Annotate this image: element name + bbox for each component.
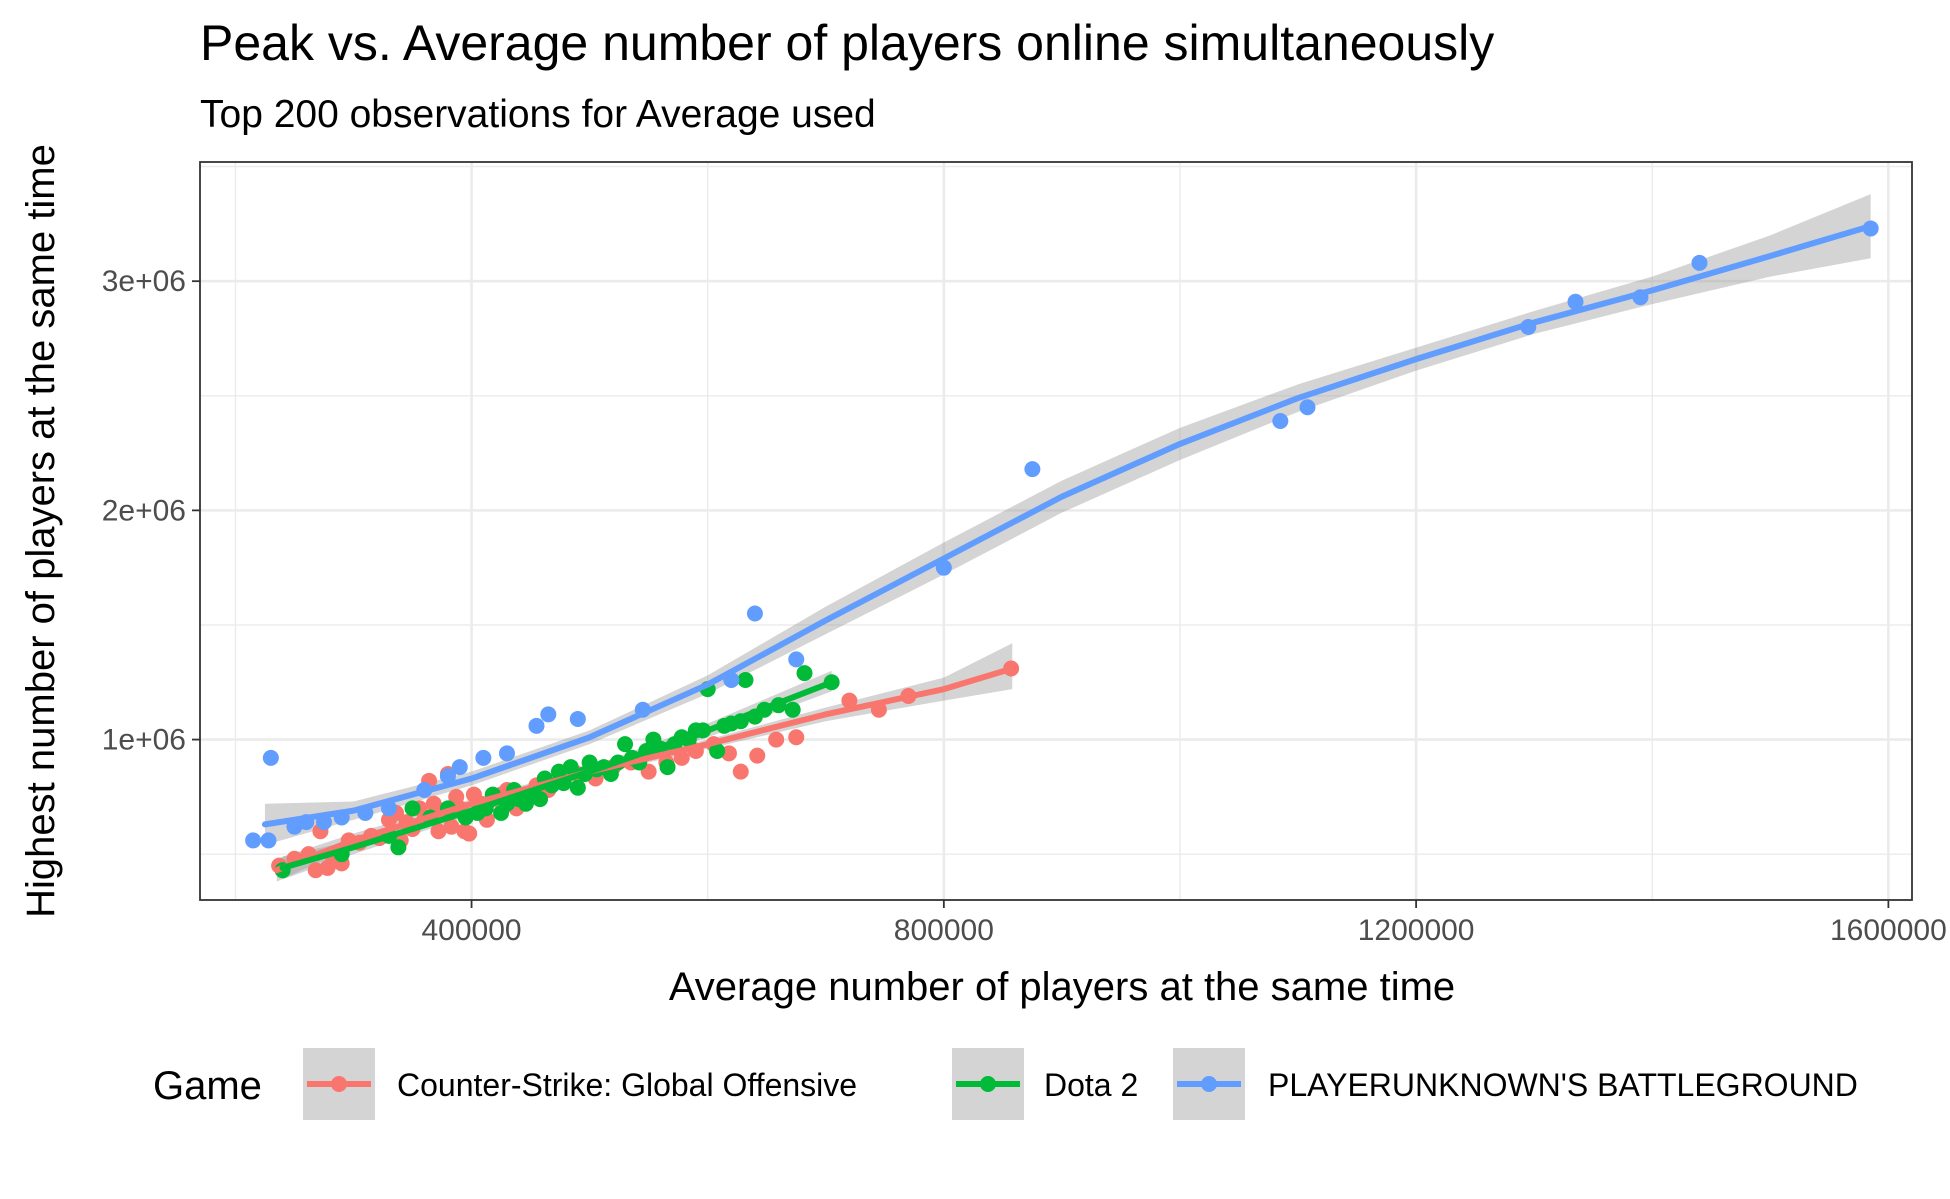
y-axis-title: Highest number of players at the same ti… xyxy=(19,144,63,918)
data-point-series-0 xyxy=(443,818,460,835)
data-point-series-2 xyxy=(498,745,515,762)
data-point-series-2 xyxy=(475,749,492,766)
data-point-series-2 xyxy=(451,759,468,776)
data-point-series-2 xyxy=(245,832,262,849)
data-point-series-2 xyxy=(439,768,456,785)
y-tick-label: 2e+06 xyxy=(102,494,186,527)
chart-title: Peak vs. Average number of players onlin… xyxy=(200,15,1494,71)
legend: Game Counter-Strike: Global Offensive Dot… xyxy=(153,1048,1858,1120)
fit-line-2 xyxy=(261,223,1874,828)
y-tick-label: 1e+06 xyxy=(102,724,186,757)
data-point-series-1 xyxy=(737,671,754,688)
x-axis-title: Average number of players at the same ti… xyxy=(669,965,1455,1009)
data-point-series-0 xyxy=(768,731,785,748)
plot-background xyxy=(200,162,1912,900)
plot-border xyxy=(199,161,1913,901)
x-tick-label: 1200000 xyxy=(1358,914,1475,947)
data-point-series-0 xyxy=(430,823,447,840)
data-point-series-0 xyxy=(732,763,749,780)
data-point-series-1 xyxy=(390,839,407,856)
legend-key-point-1 xyxy=(980,1076,996,1092)
data-point-series-1 xyxy=(659,759,676,776)
data-point-series-2 xyxy=(528,717,545,734)
data-point-series-2 xyxy=(260,832,277,849)
data-point-series-1 xyxy=(617,736,634,753)
grid-lines xyxy=(200,162,1912,900)
data-point-series-2 xyxy=(1272,412,1289,429)
data-point-series-0 xyxy=(788,729,805,746)
legend-key-point-2 xyxy=(1201,1076,1217,1092)
data-point-series-0 xyxy=(461,825,478,842)
data-point-series-2 xyxy=(746,605,763,622)
x-tick-label: 1600000 xyxy=(1830,914,1947,947)
x-axis-ticks: 400000 800000 1200000 1600000 xyxy=(422,900,1947,947)
data-point-series-0 xyxy=(749,747,766,764)
data-point-series-2 xyxy=(540,706,557,723)
y-tick-label: 3e+06 xyxy=(102,265,186,298)
legend-title: Game xyxy=(153,1064,262,1108)
fit-line-0 xyxy=(273,665,1016,874)
data-point-series-1 xyxy=(569,779,586,796)
data-point-series-1 xyxy=(796,665,813,682)
data-point-series-2 xyxy=(1567,293,1584,310)
data-point-series-0 xyxy=(841,692,858,709)
data-point-series-2 xyxy=(1024,461,1041,478)
legend-label-2: PLAYERUNKNOWN'S BATTLEGROUND xyxy=(1268,1067,1858,1103)
data-point-series-1 xyxy=(784,701,801,718)
chart-subtitle: Top 200 observations for Average used xyxy=(200,93,876,136)
confidence-band-2 xyxy=(264,194,1871,845)
data-point-series-2 xyxy=(788,651,805,668)
data-point-series-1 xyxy=(709,743,726,760)
data-point-series-1 xyxy=(562,759,579,776)
data-point-series-2 xyxy=(262,749,279,766)
fit-line-1 xyxy=(279,679,835,871)
legend-label-0: Counter-Strike: Global Offensive xyxy=(397,1067,857,1103)
legend-label-1: Dota 2 xyxy=(1044,1067,1138,1103)
x-tick-label: 400000 xyxy=(422,914,522,947)
fit-lines xyxy=(261,223,1874,874)
data-point-series-2 xyxy=(569,710,586,727)
data-point-series-2 xyxy=(1299,399,1316,416)
data-point-series-2 xyxy=(1691,254,1708,271)
data-point-series-1 xyxy=(404,800,421,817)
y-axis-ticks: 1e+06 2e+06 3e+06 xyxy=(102,265,200,757)
x-tick-label: 800000 xyxy=(894,914,994,947)
legend-key-point-0 xyxy=(331,1076,347,1092)
data-point-series-1 xyxy=(532,791,549,808)
